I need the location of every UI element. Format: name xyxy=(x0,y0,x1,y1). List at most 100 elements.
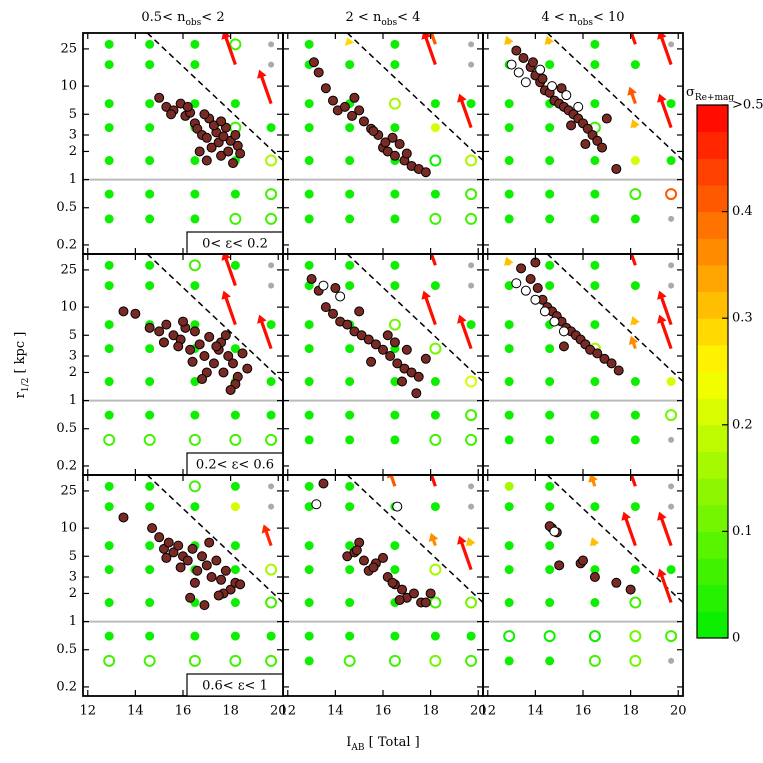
galaxy-point xyxy=(339,101,350,112)
error-ring xyxy=(188,480,201,493)
y-tick-label: 0.2 xyxy=(56,679,77,694)
error-dot xyxy=(466,320,476,330)
error-dot xyxy=(104,344,114,354)
error-dot xyxy=(304,156,314,166)
error-dot xyxy=(190,320,200,330)
x-tick-label: 14 xyxy=(327,704,344,719)
open-galaxy-point xyxy=(520,77,531,88)
galaxy-point xyxy=(578,555,588,566)
error-dot xyxy=(590,377,600,387)
colorbar-band xyxy=(697,105,728,133)
x-tick-label: 16 xyxy=(175,704,192,719)
error-dot xyxy=(545,189,555,199)
error-dot xyxy=(145,123,155,133)
column-header-part: < 2 xyxy=(201,10,224,25)
y-tick-label: 5 xyxy=(69,328,77,343)
error-arrow xyxy=(261,524,273,547)
galaxy-point xyxy=(413,371,424,382)
galaxy-point xyxy=(242,363,253,374)
galaxy-point xyxy=(566,120,577,131)
error-dot xyxy=(390,565,400,575)
error-dot xyxy=(545,123,555,133)
error-dot xyxy=(104,631,114,641)
error-dot xyxy=(104,377,114,387)
colorbar-band xyxy=(697,264,728,293)
error-dot xyxy=(504,214,514,224)
error-dot xyxy=(266,410,276,420)
error-dot xyxy=(145,377,155,387)
error-dot xyxy=(504,123,514,133)
error-dot xyxy=(230,541,240,551)
error-dot xyxy=(390,260,400,270)
error-ring xyxy=(229,38,242,51)
galaxy-point xyxy=(537,73,548,84)
galaxy-point xyxy=(194,146,205,157)
y-tick-label: 3 xyxy=(69,569,77,584)
error-dot xyxy=(268,61,275,68)
error-dot xyxy=(104,320,114,330)
open-galaxy-point xyxy=(318,280,329,291)
error-ring xyxy=(629,654,642,667)
error-dot xyxy=(230,260,240,270)
error-arrow xyxy=(589,537,600,547)
galaxy-point xyxy=(387,132,398,143)
error-dot xyxy=(230,631,240,641)
error-ring xyxy=(543,630,556,643)
error-ring xyxy=(388,654,401,667)
open-galaxy-point xyxy=(520,285,531,296)
error-ring xyxy=(665,409,678,422)
error-dot xyxy=(630,502,640,512)
x-tick-label: 16 xyxy=(575,704,592,719)
open-galaxy-point xyxy=(549,526,560,537)
galaxy-point xyxy=(401,148,412,159)
error-dot xyxy=(145,631,155,641)
galaxy-point xyxy=(358,555,369,566)
error-arrow xyxy=(657,33,673,66)
error-arrow xyxy=(621,511,637,547)
error-dot xyxy=(304,214,314,224)
error-dot xyxy=(668,483,675,490)
error-dot xyxy=(190,214,200,224)
error-dot xyxy=(104,565,114,575)
row-label: 0< ε< 0.2 xyxy=(202,237,268,252)
error-dot xyxy=(145,481,155,491)
error-dot xyxy=(390,123,400,133)
galaxy-point xyxy=(223,146,234,157)
error-ring xyxy=(343,654,356,667)
error-dot xyxy=(190,410,200,420)
open-galaxy-point xyxy=(561,90,572,101)
y-tick-label: 3 xyxy=(69,348,77,363)
error-dot xyxy=(145,39,155,49)
galaxy-point xyxy=(389,150,400,161)
error-dot xyxy=(304,377,314,387)
galaxy-point xyxy=(187,356,198,367)
error-dot xyxy=(630,156,640,166)
error-dot xyxy=(590,189,600,199)
colorbar-band xyxy=(697,344,728,372)
galaxy-point xyxy=(218,367,229,378)
limit-line xyxy=(346,254,483,383)
galaxy-point xyxy=(601,113,612,124)
error-dot xyxy=(345,156,355,166)
error-arrow xyxy=(386,475,397,487)
galaxy-point xyxy=(154,326,165,337)
error-arrow xyxy=(429,254,437,266)
galaxy-point xyxy=(173,540,184,551)
error-dot xyxy=(468,282,475,289)
error-dot xyxy=(545,656,555,666)
error-dot xyxy=(668,41,675,48)
colorbar-tick-label: 0 xyxy=(732,631,740,646)
panel xyxy=(483,33,683,224)
error-arrow xyxy=(657,314,673,350)
galaxy-point xyxy=(556,83,567,94)
error-ring xyxy=(429,154,442,167)
galaxy-point xyxy=(597,142,608,153)
error-arrow xyxy=(504,35,514,45)
x-tick-label: 20 xyxy=(670,704,687,719)
error-arrow xyxy=(427,33,437,45)
error-dot xyxy=(345,598,355,608)
error-dot xyxy=(268,483,275,490)
error-dot xyxy=(504,435,514,445)
error-dot xyxy=(145,502,155,512)
